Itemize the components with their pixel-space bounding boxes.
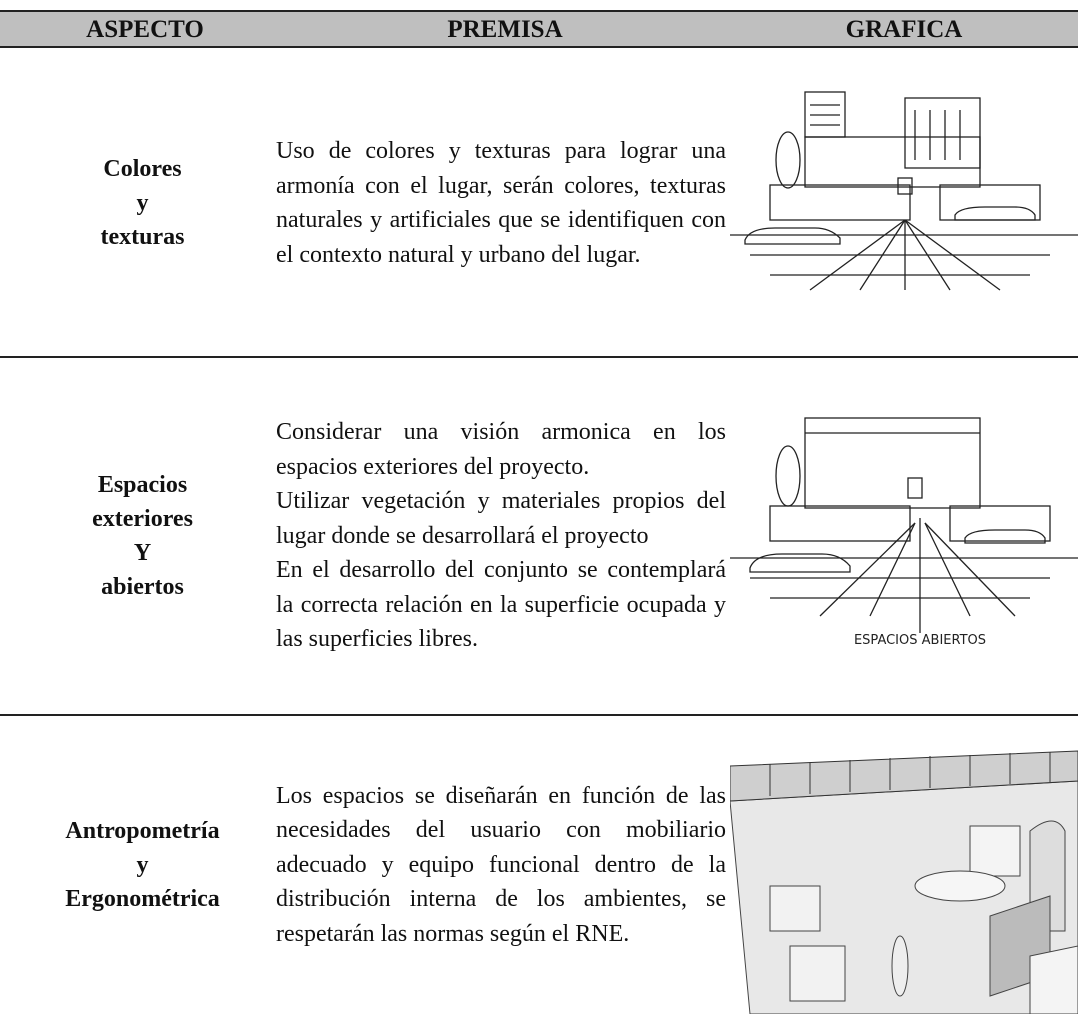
aspect-line: Y [133, 540, 152, 566]
aspect-line: Colores [103, 156, 182, 182]
premise-cell: Considerar una visión armonica en los es… [276, 358, 726, 714]
table-row: Colores y texturas Uso de colores y textur… [0, 50, 1078, 356]
premise-cell: Uso de colores y texturas para lograr un… [276, 50, 726, 356]
aspect-line: exteriores [92, 506, 193, 532]
aspect-line: Espacios [97, 472, 188, 498]
header-cell: GRAFICA [845, 16, 963, 43]
table-header: ASPECTO PREMISA GRAFICA [0, 10, 1078, 48]
aspect-cell: Colores y texturas [20, 50, 265, 356]
graphic-cell [730, 50, 1078, 356]
aspect-line: Antropometría [65, 818, 220, 844]
table-row: Antropometría y Ergonométrica Los espacios… [0, 716, 1078, 1015]
graphic-cell: ESPACIOS ABIERTOS [730, 358, 1078, 714]
premise-paragraph: Los espacios se diseñarán en función de … [276, 782, 726, 947]
open-space-sketch: ESPACIOS ABIERTOS [730, 417, 1078, 648]
premise-paragraph: Uso de colores y texturas para lograr un… [276, 138, 726, 268]
office-render [729, 750, 1078, 1015]
graphic-cell [729, 716, 1078, 1015]
aspect-line: texturas [100, 224, 185, 250]
row-separator [0, 714, 1078, 716]
row-separator [0, 356, 1078, 358]
aspect-line: y [136, 852, 149, 878]
graphic-caption: ESPACIOS ABIERTOS [854, 633, 986, 648]
header-cell: ASPECTO [86, 16, 204, 43]
premise-paragraph: En el desarrollo del conjunto se contemp… [276, 557, 726, 653]
aspect-line: Ergonométrica [65, 886, 220, 912]
aspect-cell: Antropometría y Ergonométrica [20, 716, 265, 1014]
aspect-line: y [136, 190, 149, 216]
aspect-line: abiertos [101, 574, 184, 600]
building-sketch [730, 91, 1078, 291]
header-cell: PREMISA [447, 16, 563, 43]
premise-cell: Los espacios se diseñarán en función de … [276, 716, 726, 1014]
premise-paragraph: Considerar una visión armonica en los es… [276, 419, 726, 480]
premise-paragraph: Utilizar vegetación y materiales propios… [276, 488, 726, 549]
